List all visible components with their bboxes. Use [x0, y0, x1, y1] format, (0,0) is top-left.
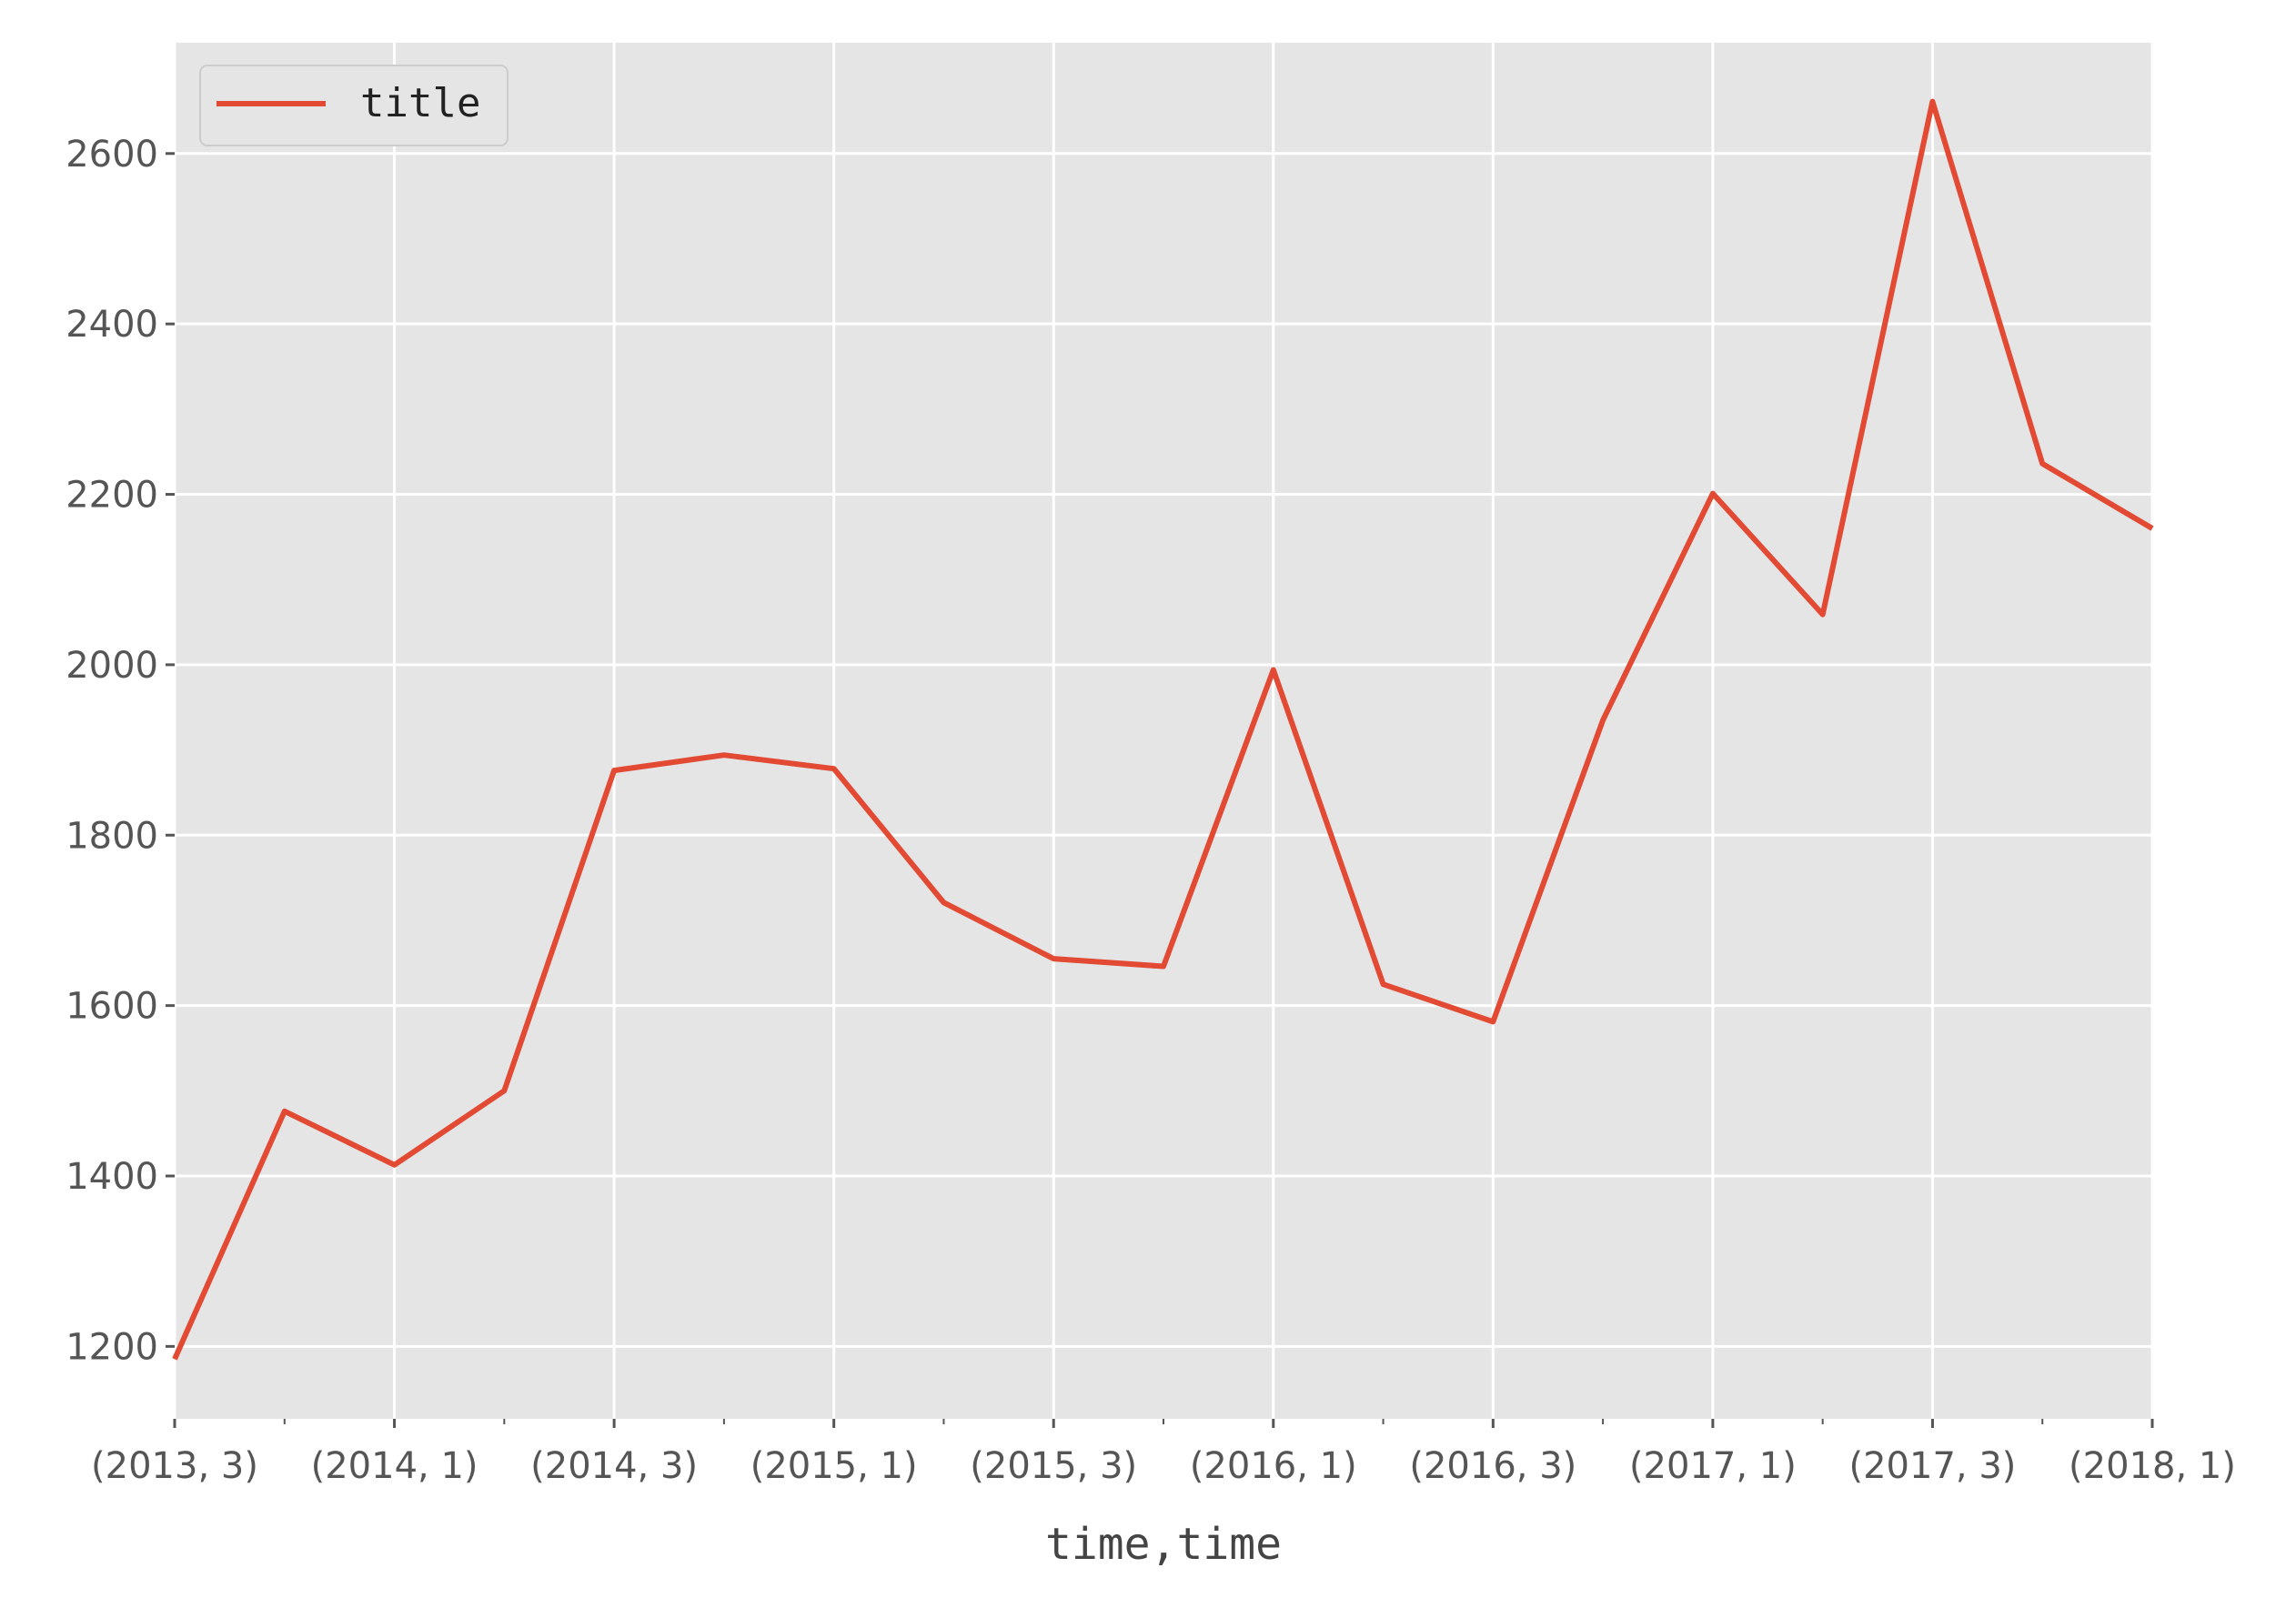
x-axis-title: time,time — [1045, 1519, 1282, 1570]
x-tick-label: (2014, 1) — [311, 1445, 478, 1487]
y-tick-label: 1600 — [65, 986, 158, 1028]
y-tick-label: 2000 — [65, 645, 158, 687]
y-tick-label: 1400 — [65, 1156, 158, 1198]
x-tick-label: (2015, 3) — [970, 1445, 1137, 1487]
x-tick-label: (2018, 1) — [2069, 1445, 2236, 1487]
grid-lines — [173, 43, 2154, 1419]
x-tick-label: (2016, 1) — [1190, 1445, 1357, 1487]
y-tick-label: 2600 — [65, 134, 158, 176]
y-tick-label: 2400 — [65, 304, 158, 346]
series-layer — [172, 98, 2154, 1361]
y-tick-label: 1800 — [65, 815, 158, 857]
x-tick-label: (2014, 3) — [530, 1445, 698, 1487]
y-tick-label: 2200 — [65, 475, 158, 517]
series-line-title — [172, 98, 2154, 1361]
x-tick-label: (2017, 1) — [1629, 1445, 1797, 1487]
x-tick-label: (2016, 3) — [1409, 1445, 1576, 1487]
y-tick-label: 1200 — [65, 1326, 158, 1368]
plot-background — [175, 43, 2152, 1419]
legend: title — [199, 65, 509, 146]
x-tick-label: (2013, 3) — [91, 1445, 258, 1487]
x-tick-label: (2015, 1) — [750, 1445, 918, 1487]
axis-ticks: 1200 1400 1600 1800 2000 2200 2400 2600 (2013, 3… — [65, 134, 2236, 1487]
legend-series-label: title — [360, 80, 480, 126]
x-tick-label: (2017, 3) — [1848, 1445, 2016, 1487]
legend-box — [199, 65, 509, 146]
